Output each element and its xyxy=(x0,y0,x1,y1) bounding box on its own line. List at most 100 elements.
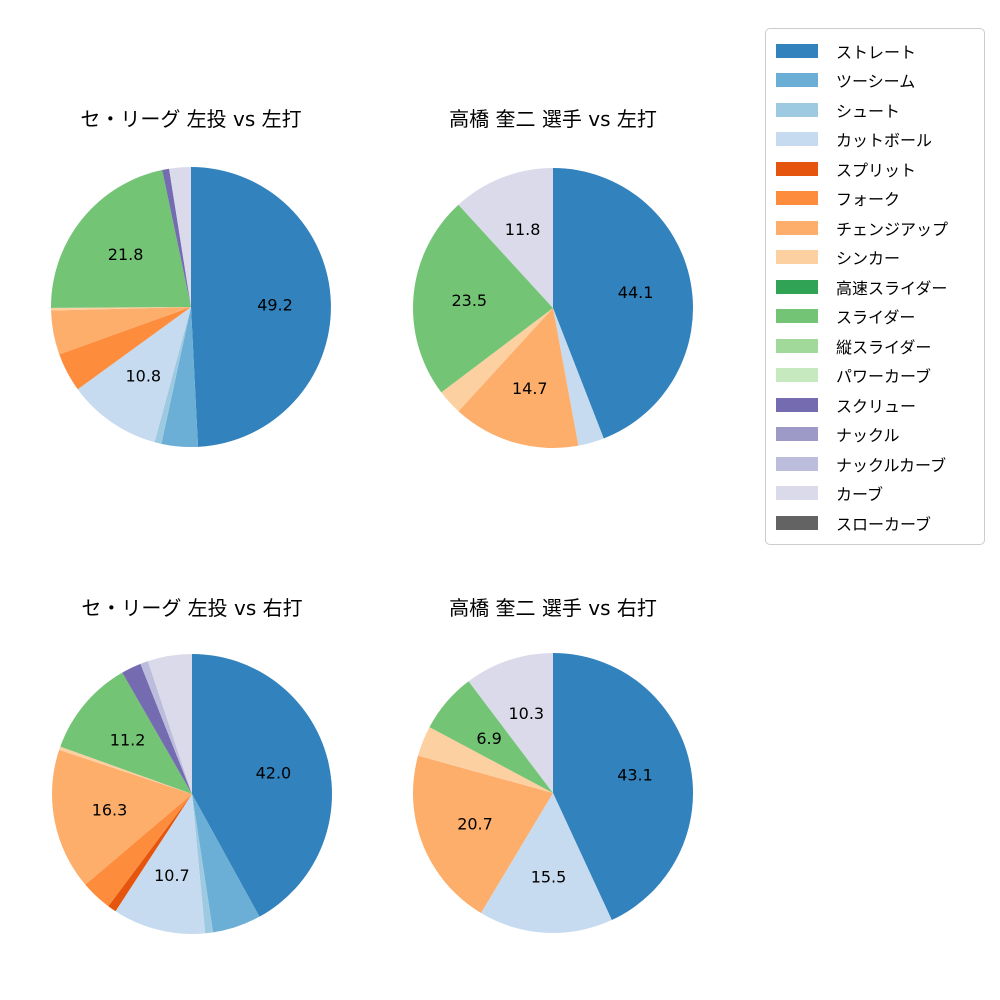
legend-item: ナックル xyxy=(776,420,978,449)
pie-slice xyxy=(162,168,191,307)
legend-swatch xyxy=(776,427,818,441)
legend-item: カーブ xyxy=(776,479,978,508)
chart-title-ce-league-vs-right: セ・リーグ 左投 vs 右打 xyxy=(81,596,303,620)
pie-slice xyxy=(51,307,191,355)
legend-swatch xyxy=(776,43,818,58)
pie-slice-percentage-label: 20.7 xyxy=(457,815,493,834)
legend-item: シンカー xyxy=(776,243,978,272)
legend: ストレートツーシームシュートカットボール スプリットフォークチェンジアップ シンカー… xyxy=(765,28,985,545)
pie-slice xyxy=(192,794,214,934)
pie-slice-percentage-label: 10.7 xyxy=(154,866,190,885)
pie-slice-percentage-label: 11.8 xyxy=(505,220,541,239)
pie-slice xyxy=(413,204,553,393)
pie-slice xyxy=(161,307,199,447)
pie-slice xyxy=(51,307,191,311)
legend-item: フォーク xyxy=(776,184,978,213)
pie-slice-percentage-label: 15.5 xyxy=(531,867,567,886)
legend-swatch xyxy=(776,515,818,530)
pie-slice-percentage-label: 44.1 xyxy=(618,283,654,302)
legend-swatch xyxy=(776,161,818,176)
pie-slice xyxy=(77,307,191,443)
pie-slice-percentage-label: 16.3 xyxy=(92,801,128,820)
legend-swatch xyxy=(776,102,818,117)
legend-item: スプリット xyxy=(776,154,978,183)
legend-label: ストレート xyxy=(836,42,917,62)
legend-label: スプリット xyxy=(836,160,917,180)
legend-item: ストレート xyxy=(776,36,978,65)
legend-label: スローカーブ xyxy=(836,514,932,534)
legend-item: 高速スライダー xyxy=(776,272,978,301)
legend-label: カットボール xyxy=(836,131,933,150)
pie-slice xyxy=(52,749,192,885)
pie-slice xyxy=(553,653,694,921)
pie-slice xyxy=(191,167,331,447)
pie-chart-takahashi-vs-right: 43.1 15.5 20.7 6.9 10.3 xyxy=(413,653,694,933)
chart-title-takahashi-vs-right: 高橋 奎二 選手 vs 右打 xyxy=(449,596,657,620)
legend-swatch xyxy=(776,220,818,235)
legend-label: チェンジアップ xyxy=(836,219,949,239)
pie-slice xyxy=(192,794,260,933)
pie-slice xyxy=(140,661,192,794)
legend-label: ナックルカーブ xyxy=(836,455,947,475)
legend-label: スライダー xyxy=(836,308,916,327)
pie-chart-ce-league-vs-right: 42.0 10.7 16.3 11.2 xyxy=(52,654,332,935)
pie-slice xyxy=(418,727,553,793)
legend-swatch xyxy=(776,486,818,500)
legend-label: パワーカーブ xyxy=(836,367,932,386)
pie-slice-percentage-label: 43.1 xyxy=(617,765,653,784)
pie-slice-percentage-label: 11.2 xyxy=(110,731,146,750)
pie-slice xyxy=(468,653,553,793)
legend-swatch xyxy=(776,132,818,146)
legend-swatch xyxy=(776,338,818,353)
pie-slice xyxy=(169,167,191,307)
legend-item: スライダー xyxy=(776,302,978,331)
legend-label: 高速スライダー xyxy=(836,278,948,298)
legend-label: ナックル xyxy=(836,426,900,445)
legend-label: スクリュー xyxy=(836,396,917,416)
pie-slice xyxy=(553,168,694,439)
legend-label: 縦スライダー xyxy=(836,337,932,357)
chart-title-ce-league-vs-left: セ・リーグ 左投 vs 左打 xyxy=(80,107,302,131)
pie-slice-percentage-label: 23.5 xyxy=(451,291,487,310)
pie-slice xyxy=(50,170,191,308)
legend-swatch xyxy=(776,397,818,412)
pie-slice xyxy=(441,308,553,412)
legend-label: シュート xyxy=(836,101,901,121)
legend-swatch xyxy=(776,73,818,87)
legend-item: 縦スライダー xyxy=(776,331,978,360)
pie-chart-takahashi-vs-left: 44.1 14.7 23.5 11.8 xyxy=(413,168,694,448)
legend-swatch xyxy=(776,279,818,294)
pie-slice xyxy=(429,681,553,793)
legend-swatch xyxy=(776,368,818,382)
legend-item: パワーカーブ xyxy=(776,361,978,390)
legend-swatch xyxy=(776,456,818,471)
legend-label: ツーシーム xyxy=(836,72,916,91)
legend-item: スクリュー xyxy=(776,390,978,419)
pie-slice-percentage-label: 42.0 xyxy=(256,764,292,783)
pie-slice-percentage-label: 21.8 xyxy=(108,245,144,264)
legend-label: カーブ xyxy=(836,485,884,504)
pie-slice xyxy=(458,168,553,308)
pie-slice xyxy=(154,307,191,444)
legend-swatch xyxy=(776,309,818,323)
legend-item: チェンジアップ xyxy=(776,213,978,242)
legend-item: シュート xyxy=(776,95,978,124)
pie-slice xyxy=(458,308,579,448)
legend-swatch xyxy=(776,191,818,205)
pie-slice-percentage-label: 6.9 xyxy=(476,729,501,748)
pie-slice-percentage-label: 14.7 xyxy=(512,379,548,398)
pie-slice xyxy=(147,654,192,794)
legend-item: スローカーブ xyxy=(776,508,978,537)
pie-slice xyxy=(413,755,553,914)
legend-label: シンカー xyxy=(836,249,901,268)
pie-slice xyxy=(122,663,192,794)
legend-item: ツーシーム xyxy=(776,66,978,95)
pie-chart-ce-league-vs-left: 49.2 10.8 21.8 xyxy=(50,167,331,447)
legend-swatch xyxy=(776,250,818,264)
pie-slice xyxy=(59,746,192,794)
pie-slice xyxy=(59,307,191,390)
pie-slice xyxy=(85,794,192,907)
pie-slice xyxy=(192,654,332,917)
legend-item: カットボール xyxy=(776,125,978,154)
